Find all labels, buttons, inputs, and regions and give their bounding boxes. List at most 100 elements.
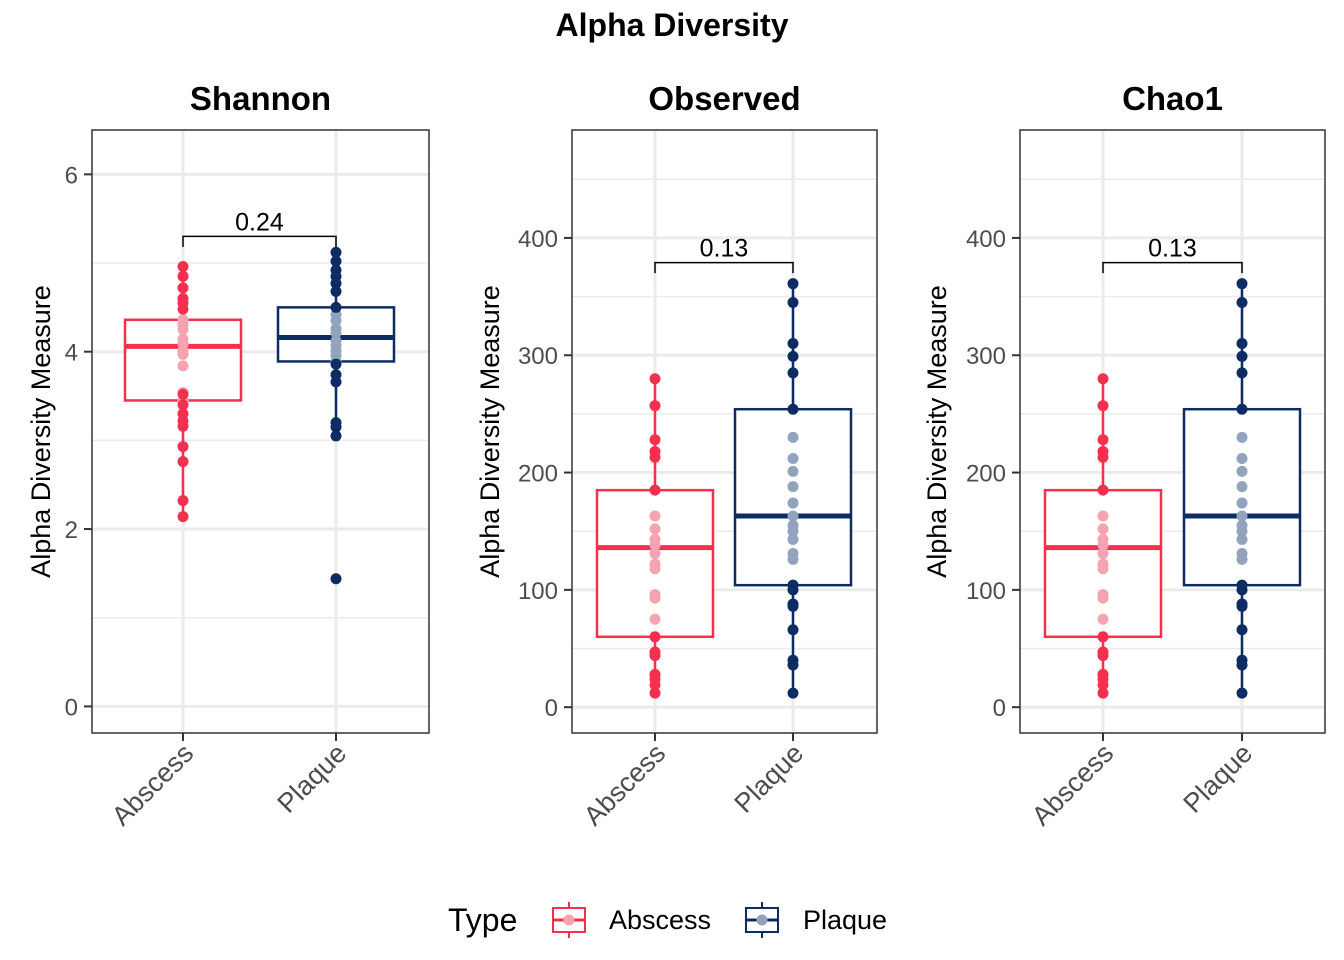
p-value-label: 0.24 bbox=[235, 208, 284, 236]
x-tick-label: Abscess bbox=[1026, 738, 1119, 831]
data-point bbox=[177, 495, 189, 507]
panel-title: Chao1 bbox=[1122, 80, 1223, 117]
data-point bbox=[330, 430, 342, 442]
data-point bbox=[1236, 350, 1248, 362]
y-tick-label: 300 bbox=[518, 343, 558, 370]
data-point bbox=[330, 301, 342, 313]
data-point bbox=[330, 573, 342, 585]
data-point bbox=[1097, 434, 1109, 446]
data-point bbox=[649, 484, 661, 496]
data-point bbox=[787, 431, 799, 443]
data-point bbox=[1236, 481, 1248, 493]
data-point bbox=[1236, 687, 1248, 699]
data-point bbox=[787, 338, 799, 350]
y-axis-label: Alpha Diversity Measure bbox=[922, 285, 952, 578]
legend-key-abscess bbox=[552, 902, 586, 938]
y-tick-label: 300 bbox=[966, 343, 1006, 370]
legend-title: Type bbox=[448, 902, 517, 938]
y-tick-label: 2 bbox=[65, 517, 78, 544]
x-tick-label: Abscess bbox=[578, 738, 671, 831]
data-point bbox=[649, 650, 661, 662]
y-tick-label: 400 bbox=[966, 226, 1006, 253]
data-point bbox=[1097, 631, 1109, 643]
data-point bbox=[1236, 497, 1248, 509]
x-tick-label: Abscess bbox=[106, 738, 199, 831]
data-point bbox=[649, 687, 661, 699]
data-point bbox=[177, 348, 189, 360]
data-point bbox=[649, 400, 661, 412]
data-point bbox=[177, 399, 189, 411]
data-point bbox=[177, 511, 189, 523]
data-point bbox=[177, 456, 189, 468]
y-tick-label: 6 bbox=[65, 162, 78, 189]
data-point bbox=[177, 324, 189, 336]
data-point bbox=[787, 687, 799, 699]
p-value-label: 0.13 bbox=[1148, 235, 1197, 263]
legend: Type Abscess Plaque bbox=[448, 902, 887, 938]
data-point bbox=[177, 261, 189, 273]
data-point bbox=[177, 282, 189, 294]
data-point bbox=[649, 523, 661, 535]
x-tick-label: Plaque bbox=[1178, 738, 1259, 819]
panel-border bbox=[1019, 129, 1326, 734]
data-point bbox=[649, 434, 661, 446]
y-tick-label: 200 bbox=[966, 461, 1006, 488]
data-point bbox=[330, 277, 342, 289]
data-point bbox=[649, 613, 661, 625]
data-point bbox=[1236, 584, 1248, 596]
data-point bbox=[1097, 539, 1109, 551]
data-point bbox=[1097, 373, 1109, 385]
data-point bbox=[649, 510, 661, 522]
legend-key-plaque bbox=[745, 902, 779, 938]
data-point bbox=[1236, 403, 1248, 415]
x-tick-label: Plaque bbox=[272, 738, 353, 819]
data-point bbox=[1097, 400, 1109, 412]
data-point bbox=[1236, 624, 1248, 636]
data-point bbox=[1097, 523, 1109, 535]
figure-title: Alpha Diversity bbox=[556, 7, 789, 43]
data-point bbox=[1236, 296, 1248, 308]
data-point bbox=[177, 388, 189, 400]
data-point bbox=[330, 285, 342, 297]
y-tick-label: 0 bbox=[65, 694, 78, 721]
x-tick-label: Plaque bbox=[729, 738, 810, 819]
data-point bbox=[787, 525, 799, 537]
data-point bbox=[1236, 465, 1248, 477]
data-point bbox=[330, 315, 342, 327]
data-point bbox=[1097, 548, 1109, 560]
series-abscess bbox=[1043, 373, 1163, 699]
data-point bbox=[787, 296, 799, 308]
data-point bbox=[330, 255, 342, 267]
series-abscess bbox=[123, 261, 243, 523]
panel-shannon: Shannon Alpha Diversity Measure 0 2 4 6 0.24 Ab… bbox=[26, 80, 430, 831]
data-point bbox=[1097, 484, 1109, 496]
panel-title: Shannon bbox=[190, 80, 331, 117]
data-point bbox=[1236, 452, 1248, 464]
series-plaque bbox=[733, 278, 853, 699]
data-point bbox=[787, 452, 799, 464]
panel-border bbox=[571, 129, 878, 734]
data-point bbox=[1097, 451, 1109, 463]
data-point bbox=[787, 403, 799, 415]
y-axis-label: Alpha Diversity Measure bbox=[475, 285, 505, 578]
data-point bbox=[787, 350, 799, 362]
data-point bbox=[787, 497, 799, 509]
data-point bbox=[330, 246, 342, 258]
series-plaque bbox=[276, 246, 396, 585]
panel-title: Observed bbox=[648, 80, 800, 117]
panel-border bbox=[91, 129, 430, 734]
y-axis-label: Alpha Diversity Measure bbox=[26, 285, 56, 578]
y-tick-label: 0 bbox=[545, 695, 558, 722]
data-point bbox=[1236, 510, 1248, 522]
data-point bbox=[787, 481, 799, 493]
y-tick-label: 400 bbox=[518, 226, 558, 253]
data-point bbox=[649, 539, 661, 551]
data-point bbox=[177, 360, 189, 372]
data-point bbox=[787, 278, 799, 290]
legend-label-abscess: Abscess bbox=[609, 905, 711, 935]
data-point bbox=[1097, 613, 1109, 625]
data-point bbox=[787, 533, 799, 545]
significance-bracket bbox=[1102, 261, 1243, 274]
data-point bbox=[649, 563, 661, 575]
